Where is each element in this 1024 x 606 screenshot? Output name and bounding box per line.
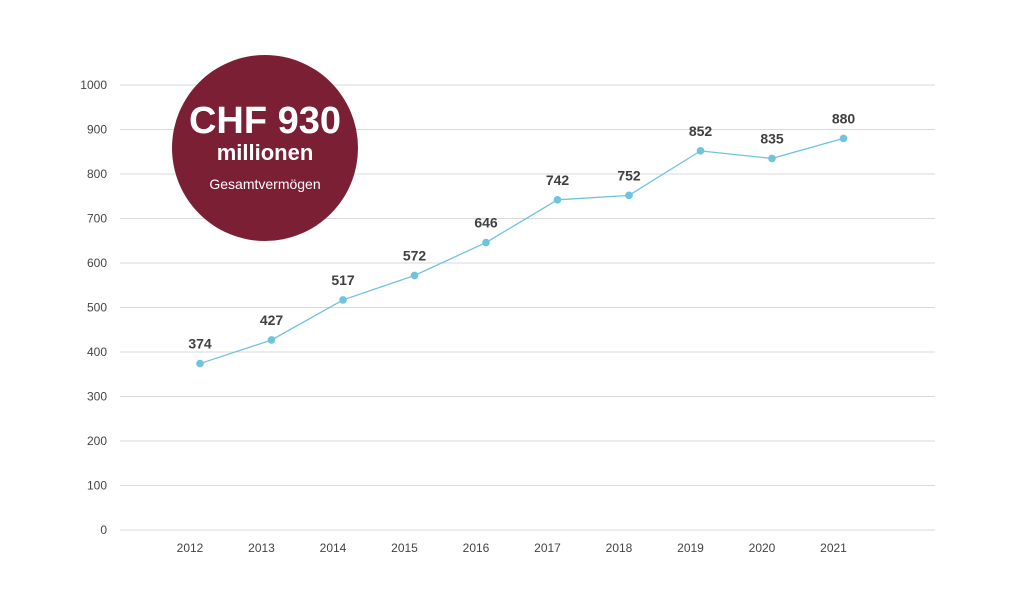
data-point: [839, 134, 848, 143]
x-tick-label: 2014: [320, 541, 347, 555]
y-tick-label: 300: [87, 390, 107, 404]
data-label: 880: [832, 110, 856, 126]
data-point: [410, 271, 419, 280]
y-tick-label: 100: [87, 479, 107, 493]
data-label: 646: [474, 215, 498, 231]
data-point: [482, 238, 490, 247]
data-label: 742: [546, 172, 570, 188]
y-tick-label: 0: [100, 523, 107, 537]
data-label: 852: [689, 123, 713, 139]
data-point: [768, 154, 776, 163]
x-tick-label: 2020: [749, 541, 776, 555]
x-tick-label: 2012: [177, 541, 204, 555]
series-line: [196, 134, 848, 368]
total-assets-badge: CHF 930 millionen Gesamtvermögen: [172, 55, 358, 241]
x-tick-label: 2015: [391, 541, 418, 555]
data-point: [196, 359, 204, 368]
data-labels: 374 427 517 572 646 742 752 852 835 880: [188, 110, 855, 351]
data-point: [696, 147, 705, 155]
x-tick-label: 2019: [677, 541, 704, 555]
data-point: [267, 336, 276, 344]
y-tick-label: 1000: [80, 78, 107, 92]
y-tick-label: 800: [87, 167, 107, 181]
x-tick-label: 2013: [248, 541, 275, 555]
y-tick-label: 700: [87, 212, 107, 226]
data-label: 427: [260, 312, 284, 328]
series-line-path: [199, 137, 844, 365]
y-tick-label: 200: [87, 434, 107, 448]
data-point: [625, 191, 633, 200]
x-axis-ticks: 2012 2013 2014 2015 2016 2017 2018 2019 2020 2021: [177, 541, 848, 555]
data-label: 572: [403, 247, 427, 263]
x-tick-label: 2017: [534, 541, 561, 555]
x-tick-label: 2021: [820, 541, 847, 555]
badge-unit: millionen: [216, 140, 314, 165]
data-point: [553, 196, 562, 204]
data-label: 374: [188, 336, 212, 352]
data-point: [339, 296, 347, 304]
data-label: 752: [617, 167, 641, 183]
y-tick-label: 900: [87, 123, 107, 137]
data-label: 517: [331, 272, 355, 288]
x-tick-label: 2018: [606, 541, 633, 555]
badge-caption: Gesamtvermögen: [209, 176, 321, 192]
y-axis-ticks: 0 100 200 300 400 500 600 700 800 900 1000: [80, 78, 107, 537]
badge-amount: CHF 930: [188, 100, 342, 142]
y-tick-label: 400: [87, 345, 107, 359]
data-label: 835: [760, 130, 784, 146]
y-tick-label: 500: [87, 301, 107, 315]
x-tick-label: 2016: [463, 541, 490, 555]
y-tick-label: 600: [87, 256, 107, 270]
